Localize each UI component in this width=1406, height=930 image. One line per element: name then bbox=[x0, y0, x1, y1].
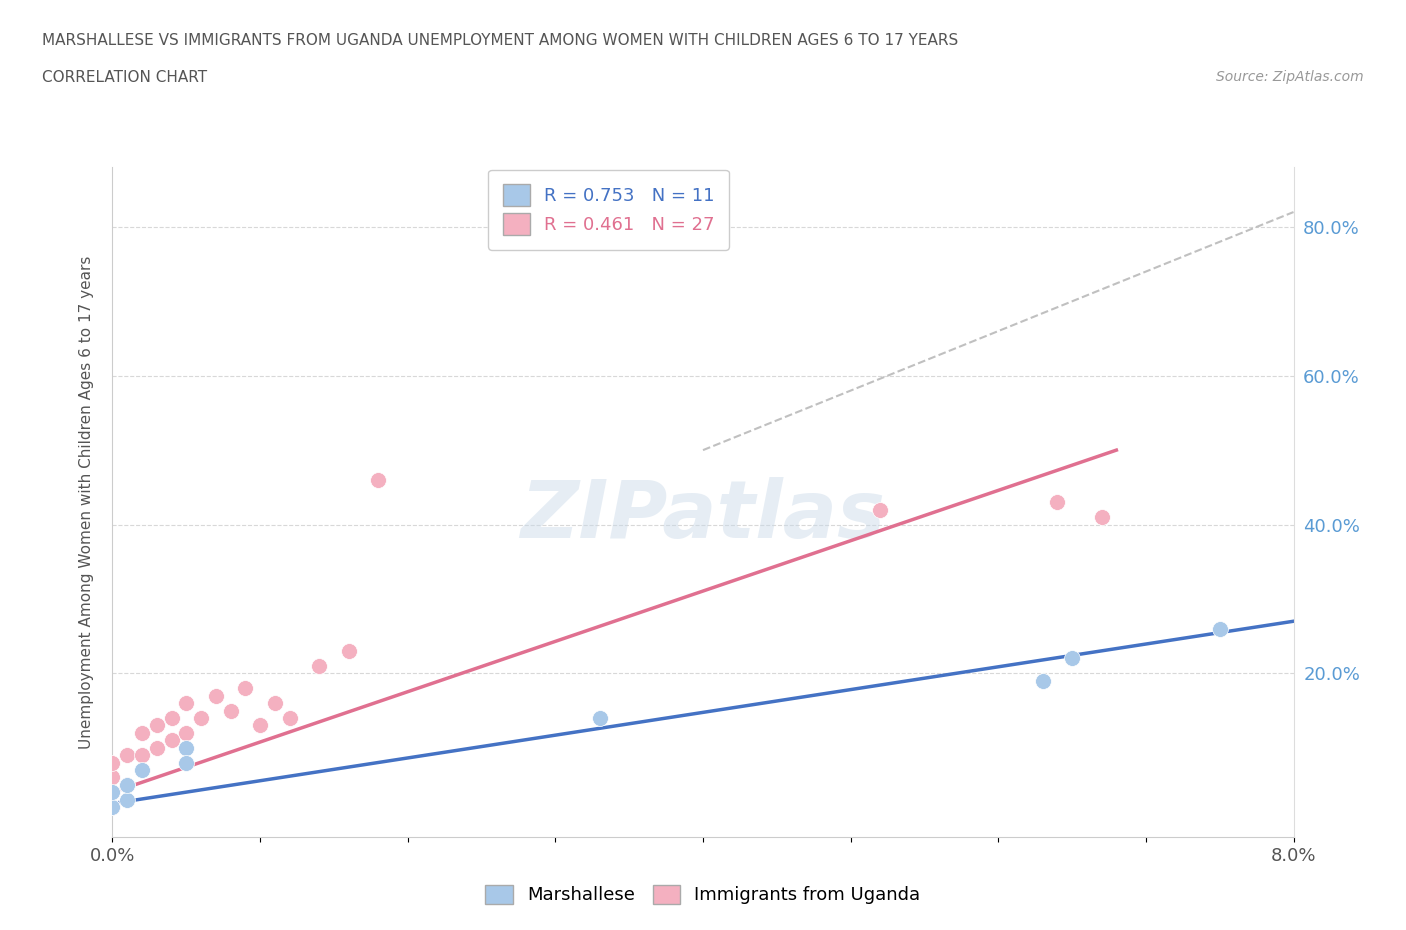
Point bbox=[101, 800, 124, 815]
Point bbox=[101, 755, 124, 770]
Y-axis label: Unemployment Among Women with Children Ages 6 to 17 years: Unemployment Among Women with Children A… bbox=[79, 256, 94, 749]
Point bbox=[131, 763, 153, 777]
Point bbox=[174, 740, 197, 755]
Point bbox=[1208, 621, 1232, 636]
Point bbox=[117, 748, 138, 763]
Point bbox=[131, 748, 153, 763]
Text: CORRELATION CHART: CORRELATION CHART bbox=[42, 70, 207, 85]
Point bbox=[1062, 651, 1084, 666]
Point bbox=[146, 740, 169, 755]
Point bbox=[117, 777, 138, 792]
Point bbox=[308, 658, 330, 673]
Point bbox=[117, 792, 138, 807]
Point bbox=[146, 718, 169, 733]
Legend: R = 0.753   N = 11, R = 0.461   N = 27: R = 0.753 N = 11, R = 0.461 N = 27 bbox=[488, 170, 728, 250]
Point bbox=[174, 725, 197, 740]
Point bbox=[869, 502, 891, 517]
Point bbox=[131, 725, 153, 740]
Point bbox=[160, 733, 183, 748]
Point bbox=[249, 718, 271, 733]
Text: ZIPatlas: ZIPatlas bbox=[520, 476, 886, 554]
Point bbox=[1046, 495, 1069, 510]
Point bbox=[101, 770, 124, 785]
Point bbox=[337, 644, 360, 658]
Point bbox=[367, 472, 389, 487]
Point bbox=[101, 800, 124, 815]
Point bbox=[101, 785, 124, 800]
Text: MARSHALLESE VS IMMIGRANTS FROM UGANDA UNEMPLOYMENT AMONG WOMEN WITH CHILDREN AGE: MARSHALLESE VS IMMIGRANTS FROM UGANDA UN… bbox=[42, 33, 959, 47]
Legend: Marshallese, Immigrants from Uganda: Marshallese, Immigrants from Uganda bbox=[478, 878, 928, 911]
Point bbox=[1032, 673, 1054, 688]
Point bbox=[278, 711, 301, 725]
Point bbox=[101, 785, 124, 800]
Point bbox=[205, 688, 228, 703]
Point bbox=[160, 711, 183, 725]
Point bbox=[174, 755, 197, 770]
Point bbox=[588, 711, 610, 725]
Point bbox=[117, 777, 138, 792]
Point bbox=[174, 696, 197, 711]
Text: Source: ZipAtlas.com: Source: ZipAtlas.com bbox=[1216, 70, 1364, 84]
Point bbox=[1091, 510, 1114, 525]
Point bbox=[233, 681, 256, 696]
Point bbox=[190, 711, 212, 725]
Point bbox=[264, 696, 287, 711]
Point bbox=[219, 703, 242, 718]
